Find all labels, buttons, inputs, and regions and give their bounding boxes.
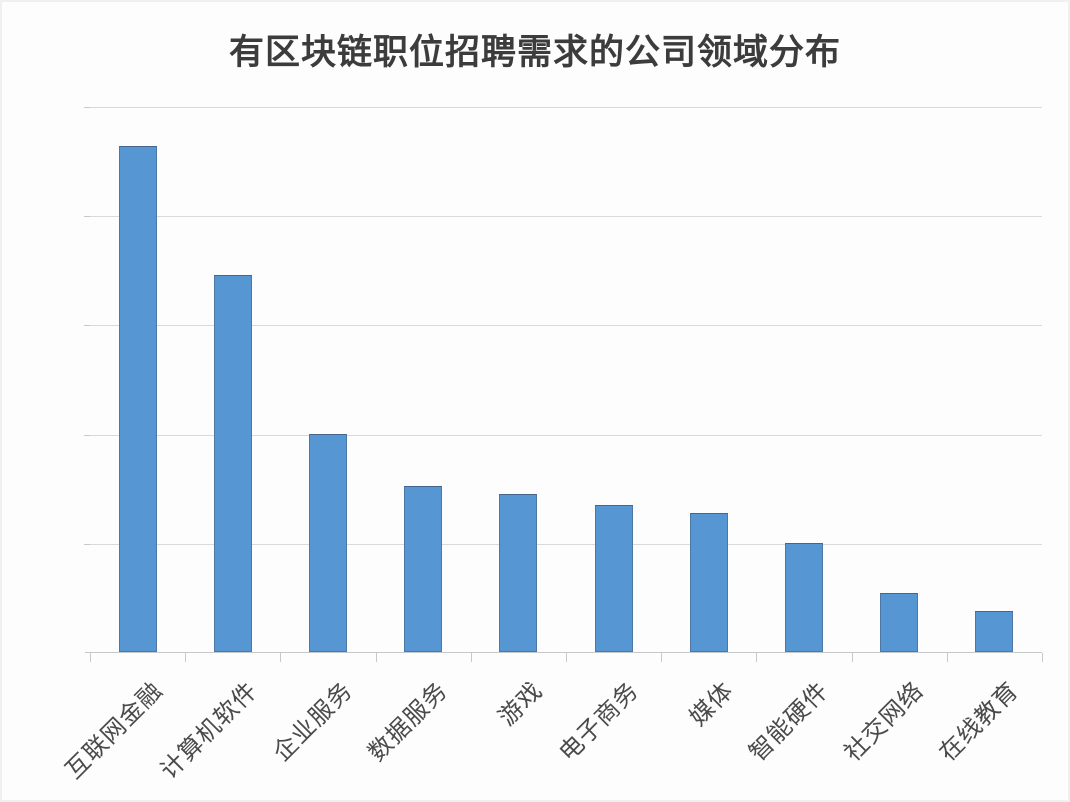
y-axis-tick bbox=[84, 216, 90, 217]
chart-title: 有区块链职位招聘需求的公司领域分布 bbox=[228, 33, 841, 72]
gridline bbox=[90, 107, 1042, 108]
x-axis-tick bbox=[852, 653, 853, 662]
x-axis-tick bbox=[376, 653, 377, 662]
x-axis-label: 数据服务 bbox=[363, 676, 454, 767]
x-axis-tick bbox=[566, 653, 567, 662]
bar-数据服务 bbox=[404, 486, 442, 652]
x-axis-label: 在线教育 bbox=[934, 676, 1025, 767]
x-axis-tick bbox=[280, 653, 281, 662]
x-axis-label: 计算机软件 bbox=[155, 676, 264, 785]
bar-智能硬件 bbox=[785, 543, 823, 652]
bar-社交网络 bbox=[880, 593, 918, 652]
x-axis-label: 互联网金融 bbox=[60, 676, 169, 785]
y-axis-tick bbox=[84, 544, 90, 545]
bar-企业服务 bbox=[309, 434, 347, 652]
x-axis-tick bbox=[947, 653, 948, 662]
x-axis-label: 智能硬件 bbox=[744, 676, 835, 767]
x-axis-line bbox=[85, 652, 1042, 653]
bar-计算机软件 bbox=[214, 275, 252, 652]
gridline bbox=[90, 325, 1042, 326]
bar-在线教育 bbox=[975, 611, 1013, 652]
bar-游戏 bbox=[499, 494, 537, 652]
bar-媒体 bbox=[690, 513, 728, 652]
gridline bbox=[90, 544, 1042, 545]
x-axis-label: 企业服务 bbox=[268, 676, 359, 767]
x-axis-label: 社交网络 bbox=[839, 676, 930, 767]
bar-互联网金融 bbox=[119, 146, 157, 652]
x-axis-tick bbox=[471, 653, 472, 662]
x-axis-tick bbox=[90, 653, 91, 662]
x-axis-tick bbox=[756, 653, 757, 662]
plot-area bbox=[84, 107, 1043, 662]
x-axis-label: 游戏 bbox=[493, 676, 549, 732]
bar-电子商务 bbox=[595, 505, 633, 652]
y-axis-tick bbox=[84, 435, 90, 436]
x-axis-label: 媒体 bbox=[684, 676, 740, 732]
x-axis-tick bbox=[1042, 653, 1043, 662]
x-axis-tick bbox=[661, 653, 662, 662]
x-axis-label: 电子商务 bbox=[554, 676, 645, 767]
x-axis-tick bbox=[185, 653, 186, 662]
y-axis-tick bbox=[84, 325, 90, 326]
y-axis-tick bbox=[84, 107, 90, 108]
gridline bbox=[90, 216, 1042, 217]
gridline bbox=[90, 435, 1042, 436]
